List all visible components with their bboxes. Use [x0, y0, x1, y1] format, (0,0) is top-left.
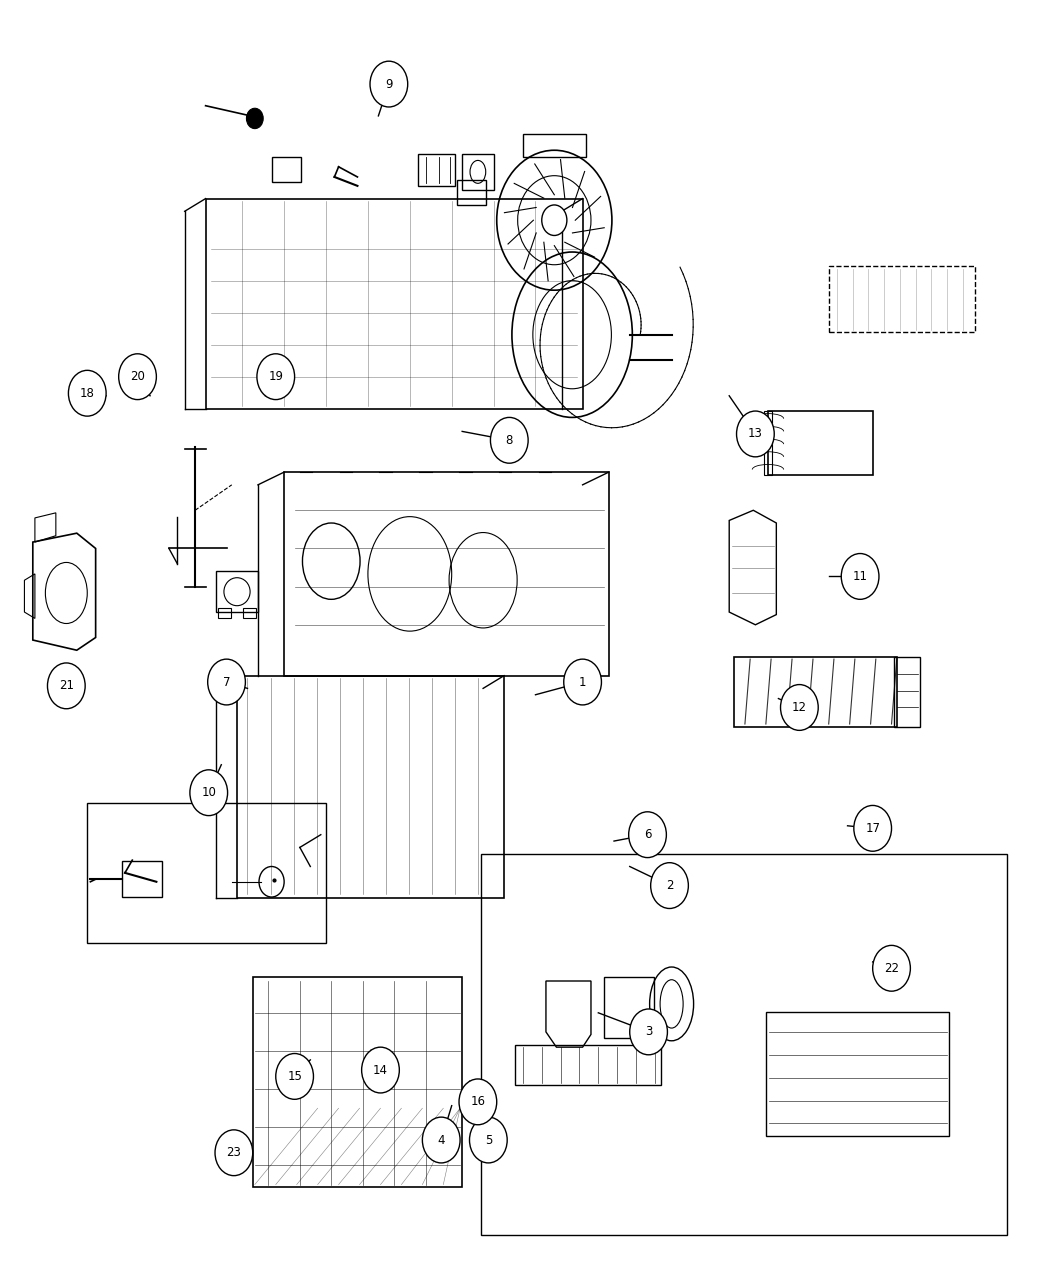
Bar: [763, 411, 772, 474]
Text: 21: 21: [59, 680, 74, 692]
Bar: [418, 154, 455, 186]
Bar: [604, 977, 654, 1038]
Circle shape: [361, 1047, 399, 1093]
Bar: [457, 180, 486, 205]
Bar: [87, 803, 327, 942]
Text: 1: 1: [579, 676, 586, 688]
Bar: [481, 854, 1007, 1235]
Text: 9: 9: [385, 78, 393, 91]
Circle shape: [490, 417, 528, 463]
Text: 2: 2: [666, 878, 673, 892]
Bar: [523, 134, 586, 157]
Text: 11: 11: [853, 570, 867, 583]
Text: 10: 10: [202, 787, 216, 799]
Text: 8: 8: [506, 434, 513, 446]
Circle shape: [215, 1130, 253, 1176]
Text: 14: 14: [373, 1063, 388, 1076]
Text: 6: 6: [644, 829, 651, 842]
Text: 15: 15: [287, 1070, 302, 1082]
Circle shape: [190, 770, 228, 816]
Text: 22: 22: [884, 961, 899, 975]
Text: 18: 18: [80, 386, 94, 400]
Circle shape: [841, 553, 879, 599]
Circle shape: [651, 863, 689, 909]
Circle shape: [119, 353, 156, 399]
Bar: [272, 157, 301, 182]
Text: 23: 23: [227, 1146, 242, 1159]
Circle shape: [257, 353, 295, 399]
Bar: [828, 266, 975, 333]
Circle shape: [276, 1053, 314, 1099]
Circle shape: [370, 61, 407, 107]
Text: 20: 20: [130, 370, 145, 384]
Text: 12: 12: [792, 701, 806, 714]
Text: 3: 3: [645, 1025, 652, 1038]
Circle shape: [68, 370, 106, 416]
Bar: [514, 1044, 662, 1085]
Circle shape: [564, 659, 602, 705]
Text: 16: 16: [470, 1095, 485, 1108]
Circle shape: [247, 108, 264, 129]
Text: 5: 5: [485, 1133, 492, 1146]
Circle shape: [469, 1117, 507, 1163]
Bar: [122, 862, 162, 898]
Text: 7: 7: [223, 676, 230, 688]
Circle shape: [736, 411, 774, 456]
Circle shape: [542, 205, 567, 236]
Text: 19: 19: [268, 370, 284, 384]
Bar: [237, 676, 504, 899]
Text: 17: 17: [865, 822, 880, 835]
Text: 13: 13: [748, 427, 763, 440]
Text: 4: 4: [438, 1133, 445, 1146]
Bar: [765, 1011, 949, 1136]
Bar: [734, 657, 897, 727]
Bar: [462, 154, 493, 190]
Circle shape: [854, 806, 891, 852]
Bar: [244, 608, 256, 618]
Circle shape: [208, 659, 246, 705]
Circle shape: [459, 1079, 497, 1125]
Circle shape: [47, 663, 85, 709]
Bar: [253, 977, 462, 1187]
Bar: [894, 657, 920, 727]
Bar: [768, 411, 873, 474]
Circle shape: [780, 685, 818, 731]
Bar: [218, 608, 231, 618]
Circle shape: [629, 812, 667, 858]
Circle shape: [873, 945, 910, 991]
Bar: [216, 571, 258, 612]
Circle shape: [422, 1117, 460, 1163]
Bar: [206, 199, 583, 408]
Circle shape: [630, 1009, 668, 1054]
